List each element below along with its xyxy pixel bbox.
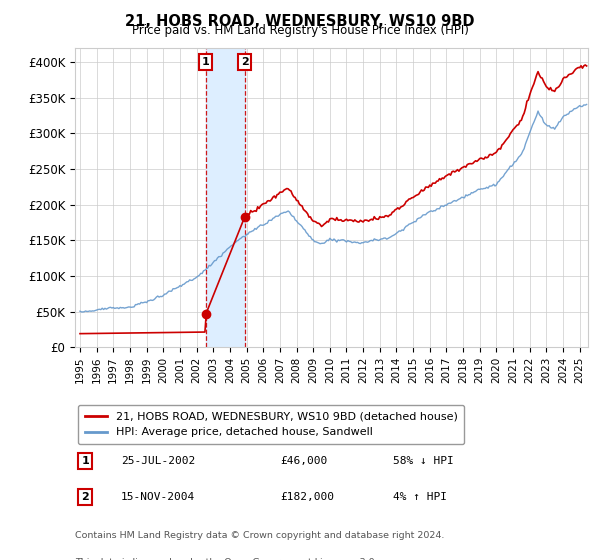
Text: This data is licensed under the Open Government Licence v3.0.: This data is licensed under the Open Gov… <box>75 558 377 560</box>
Text: Contains HM Land Registry data © Crown copyright and database right 2024.: Contains HM Land Registry data © Crown c… <box>75 531 445 540</box>
Text: 25-JUL-2002: 25-JUL-2002 <box>121 456 196 466</box>
Bar <box>206 48 245 347</box>
Text: 4% ↑ HPI: 4% ↑ HPI <box>393 492 447 502</box>
Text: 2: 2 <box>82 492 89 502</box>
Text: 21, HOBS ROAD, WEDNESBURY, WS10 9BD: 21, HOBS ROAD, WEDNESBURY, WS10 9BD <box>125 14 475 29</box>
Text: 1: 1 <box>202 57 209 67</box>
Text: 58% ↓ HPI: 58% ↓ HPI <box>393 456 454 466</box>
Text: Price paid vs. HM Land Registry's House Price Index (HPI): Price paid vs. HM Land Registry's House … <box>131 24 469 36</box>
Text: 2: 2 <box>241 57 248 67</box>
Text: 1: 1 <box>82 456 89 466</box>
Legend: 21, HOBS ROAD, WEDNESBURY, WS10 9BD (detached house), HPI: Average price, detach: 21, HOBS ROAD, WEDNESBURY, WS10 9BD (det… <box>78 405 464 444</box>
Text: £46,000: £46,000 <box>280 456 328 466</box>
Text: £182,000: £182,000 <box>280 492 334 502</box>
Text: 15-NOV-2004: 15-NOV-2004 <box>121 492 196 502</box>
